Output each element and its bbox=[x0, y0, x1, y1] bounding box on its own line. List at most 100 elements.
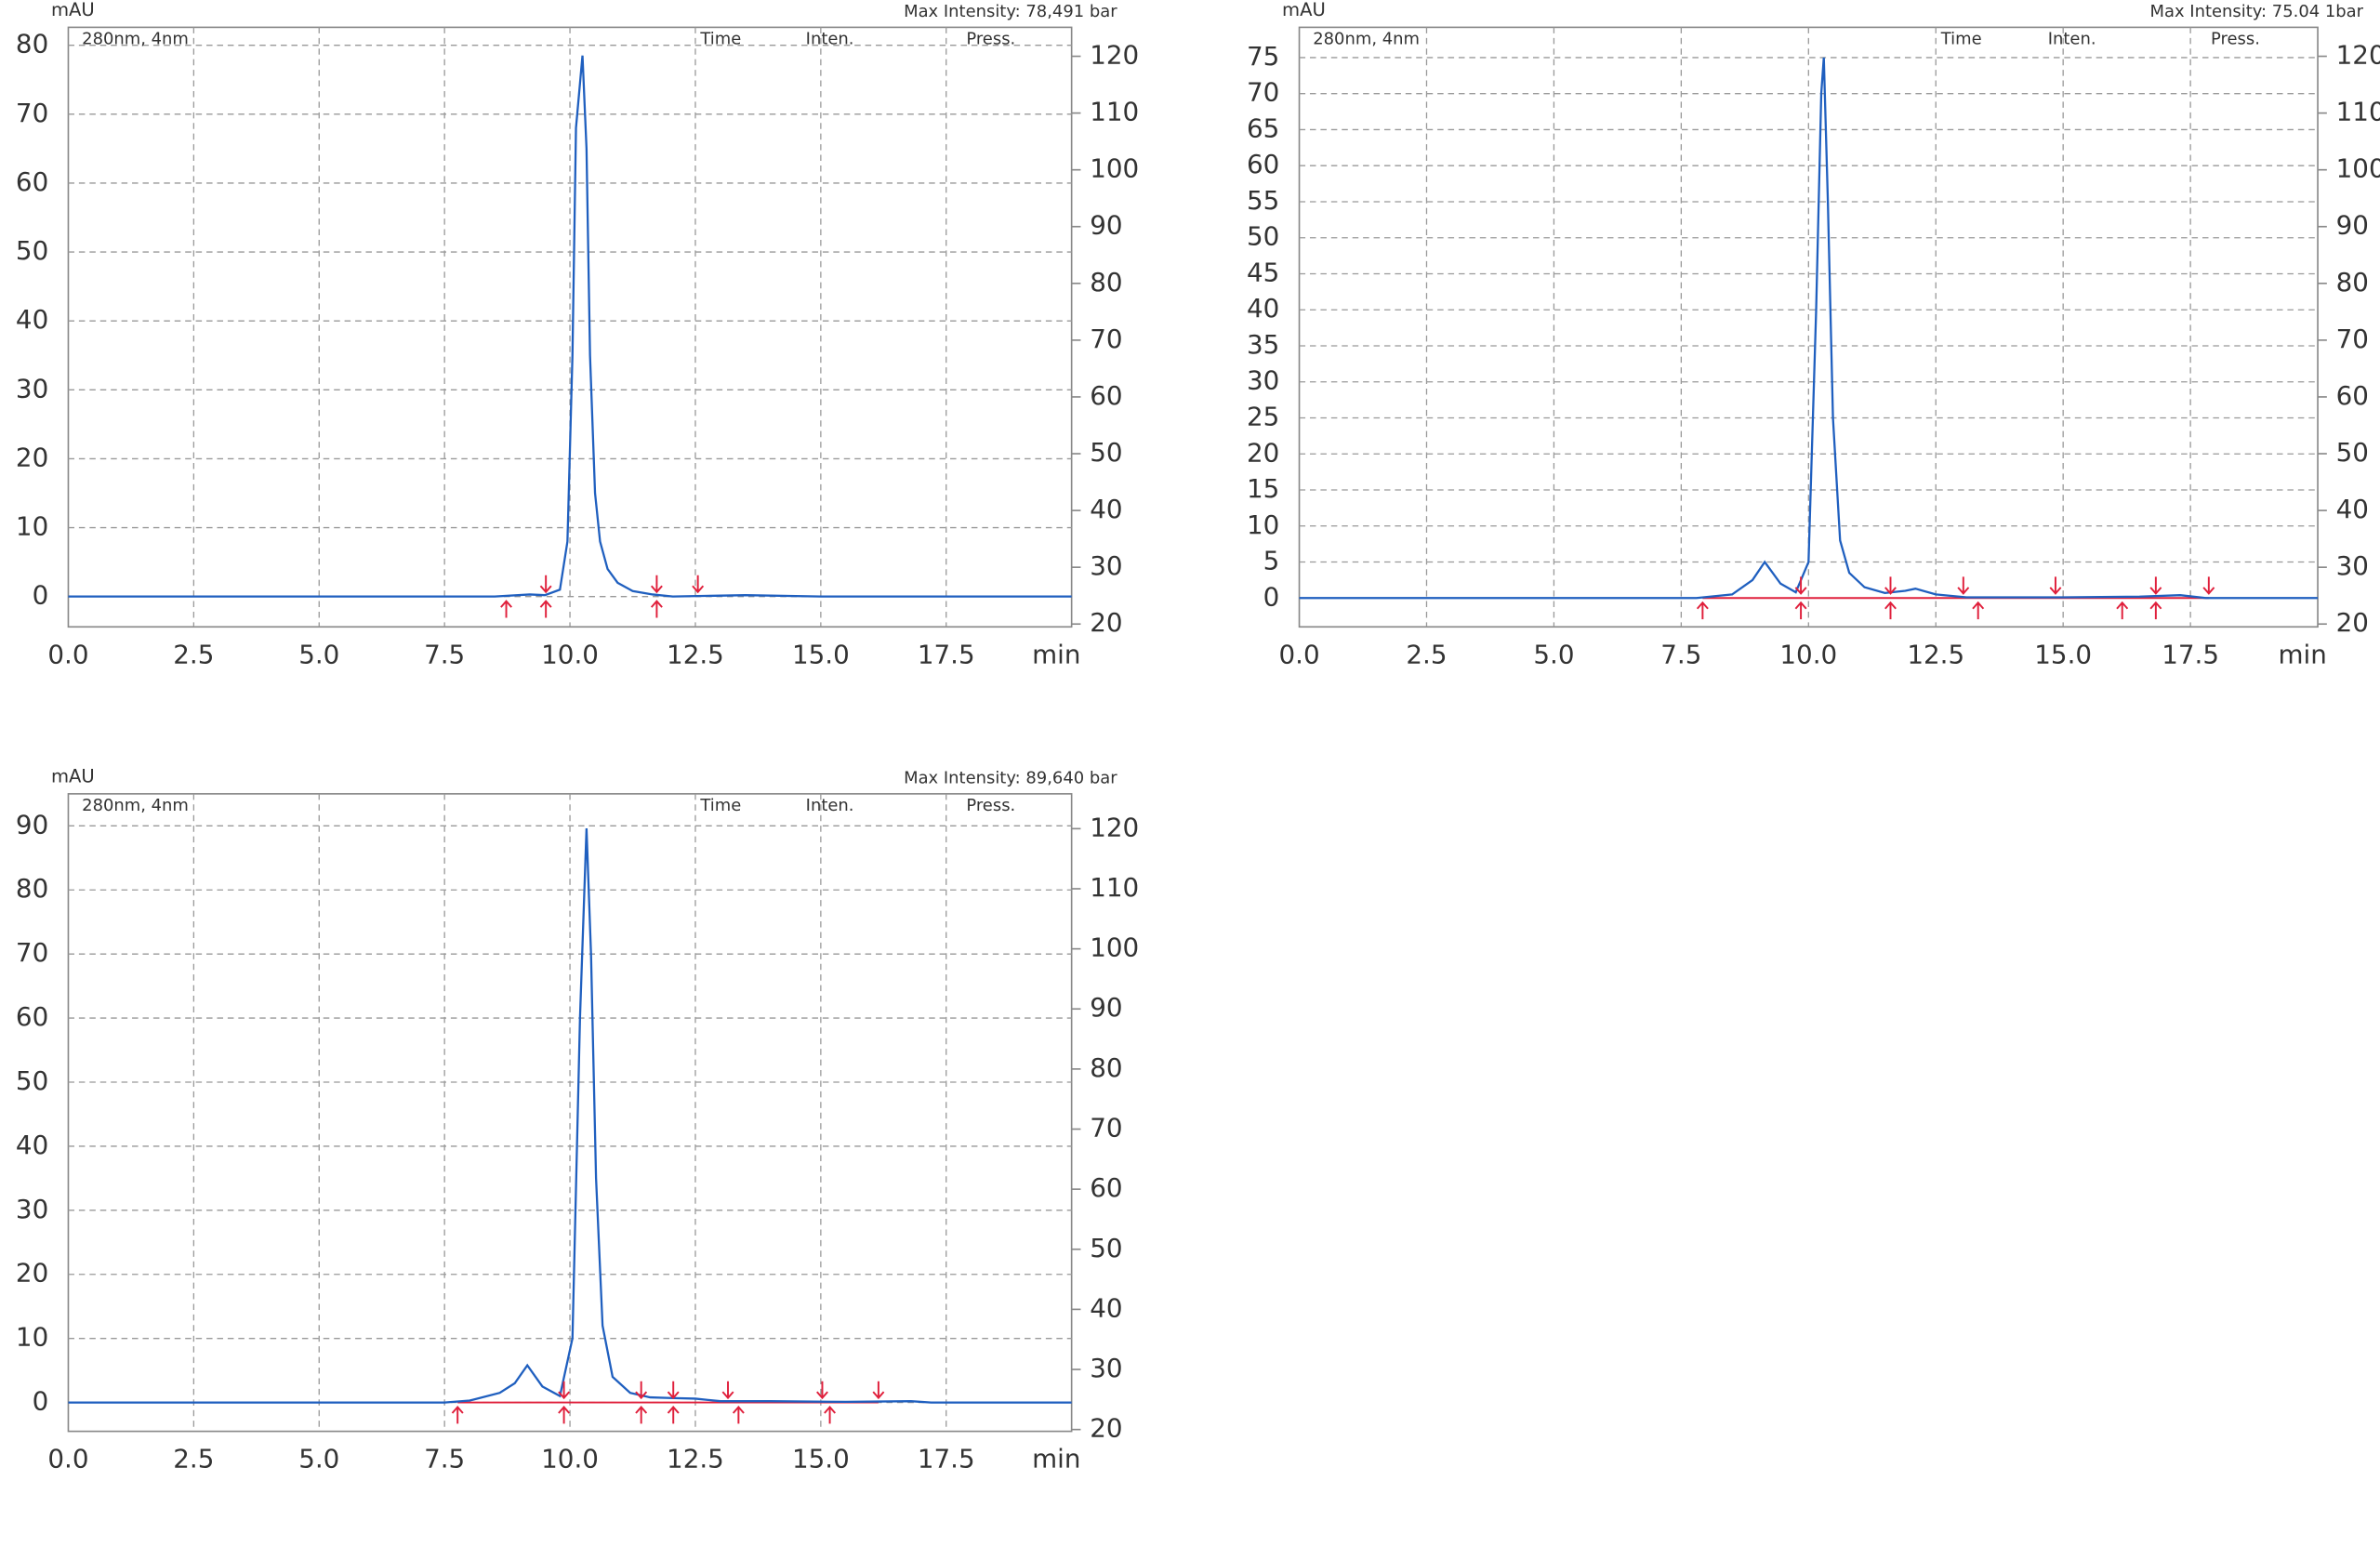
y-tick-label: 25 bbox=[1247, 402, 1279, 432]
y-tick-label: 70 bbox=[1247, 77, 1279, 108]
y-tick-label: 75 bbox=[1247, 41, 1279, 72]
column-label: Inten. bbox=[806, 29, 854, 48]
peak-end-marker bbox=[635, 1381, 648, 1400]
y2-tick-label: 60 bbox=[1090, 1172, 1122, 1203]
y-tick-label: 10 bbox=[16, 1322, 48, 1353]
y-tick-label: 70 bbox=[16, 98, 48, 128]
peak-start-marker bbox=[667, 1405, 680, 1424]
y-tick-label: 50 bbox=[1247, 221, 1279, 252]
peak-end-marker bbox=[1794, 576, 1807, 595]
y-tick-label: 20 bbox=[16, 1258, 48, 1289]
y-tick-label: 80 bbox=[16, 29, 48, 59]
y2-tick-label: 90 bbox=[1090, 210, 1122, 241]
peak-end-marker bbox=[816, 1381, 828, 1400]
y-tick-label: 0 bbox=[33, 1386, 49, 1417]
peak-end-marker bbox=[2149, 576, 2162, 595]
column-label: Press. bbox=[2211, 29, 2260, 48]
x-tick-label: 10.0 bbox=[541, 639, 599, 669]
x-tick-label: 17.5 bbox=[918, 639, 975, 669]
y2-tick-label: 80 bbox=[1090, 1052, 1122, 1083]
y2-tick-label: 50 bbox=[1090, 1233, 1122, 1263]
peak-start-marker bbox=[732, 1405, 745, 1424]
x-tick-label: 5.0 bbox=[1533, 639, 1574, 669]
peak-end-marker bbox=[650, 575, 663, 594]
peak-start-marker bbox=[500, 600, 512, 618]
y-tick-label: 35 bbox=[1247, 329, 1279, 360]
y2-tick-label: 120 bbox=[1090, 812, 1139, 842]
x-axis-label: min bbox=[1032, 1444, 1080, 1474]
y-tick-label: 10 bbox=[16, 511, 48, 542]
peak-start-marker bbox=[635, 1405, 648, 1424]
y2-tick-label: 120 bbox=[2336, 40, 2380, 71]
y-tick-label: 40 bbox=[16, 1130, 48, 1160]
peak-end-marker bbox=[667, 1381, 680, 1400]
peak-start-marker bbox=[539, 600, 552, 618]
y-tick-label: 55 bbox=[1247, 185, 1279, 216]
y-tick-label: 10 bbox=[1247, 509, 1279, 540]
x-tick-label: 2.5 bbox=[173, 639, 214, 669]
y2-tick-label: 30 bbox=[1090, 1353, 1122, 1383]
x-tick-label: 7.5 bbox=[424, 639, 465, 669]
x-tick-label: 0.0 bbox=[1278, 639, 1319, 669]
x-axis-label: min bbox=[1032, 639, 1080, 669]
peak-start-marker bbox=[1884, 601, 1897, 620]
y2-tick-label: 110 bbox=[1090, 872, 1139, 903]
column-label: Press. bbox=[966, 29, 1015, 48]
x-tick-label: 5.0 bbox=[298, 639, 339, 669]
max-intensity: Max Intensity: 89,640 bar bbox=[904, 769, 1117, 788]
y2-tick-label: 110 bbox=[2336, 97, 2380, 127]
column-label: Inten. bbox=[2048, 29, 2096, 48]
peak-end-marker bbox=[872, 1381, 885, 1400]
x-tick-label: 12.5 bbox=[667, 1444, 724, 1474]
y2-tick-label: 60 bbox=[1090, 380, 1122, 411]
y-axis-label: mAU bbox=[51, 0, 95, 20]
y-axis-label: mAU bbox=[51, 765, 95, 787]
peak-end-marker bbox=[721, 1381, 734, 1400]
y2-tick-label: 70 bbox=[1090, 324, 1122, 354]
peak-end-marker bbox=[2202, 576, 2215, 595]
y-tick-label: 80 bbox=[16, 873, 48, 904]
peak-end-marker bbox=[1957, 576, 1970, 595]
x-tick-label: 0.0 bbox=[47, 639, 88, 669]
x-axis-label: min bbox=[2279, 639, 2327, 669]
y-tick-label: 50 bbox=[16, 235, 48, 266]
y-tick-label: 60 bbox=[1247, 149, 1279, 179]
y2-tick-label: 100 bbox=[1090, 153, 1139, 184]
y2-tick-label: 40 bbox=[1090, 1292, 1122, 1323]
peak-end-marker bbox=[2049, 576, 2062, 595]
y2-tick-label: 100 bbox=[2336, 153, 2380, 184]
y-tick-label: 30 bbox=[16, 373, 48, 403]
peak-start-marker bbox=[1972, 601, 1985, 620]
max-intensity: Max Intensity: 75.04 1bar bbox=[2150, 2, 2364, 21]
max-intensity: Max Intensity: 78,491 bar bbox=[904, 2, 1117, 21]
peak-end-marker bbox=[539, 575, 552, 594]
y-tick-label: 5 bbox=[1263, 546, 1280, 576]
peak-start-marker bbox=[2116, 601, 2129, 620]
x-tick-label: 12.5 bbox=[667, 639, 724, 669]
y-tick-label: 30 bbox=[1247, 365, 1279, 396]
y-tick-label: 20 bbox=[1247, 437, 1279, 468]
y2-tick-label: 90 bbox=[1090, 992, 1122, 1023]
peak-start-marker bbox=[1794, 601, 1807, 620]
x-tick-label: 17.5 bbox=[2162, 639, 2219, 669]
peak-start-marker bbox=[650, 600, 663, 618]
x-tick-label: 17.5 bbox=[918, 1444, 975, 1474]
chart-group: 0 10 20 30 40 50 60 70 80 20 30 40 50 60 70 80 90 100 110 1… bbox=[16, 0, 2380, 1474]
y-tick-label: 65 bbox=[1247, 112, 1279, 143]
detector-label: 280nm, 4nm bbox=[82, 796, 189, 815]
column-label: Time bbox=[699, 796, 741, 815]
y-tick-label: 20 bbox=[16, 442, 48, 472]
y-tick-label: 90 bbox=[16, 809, 48, 839]
y2-tick-label: 70 bbox=[1090, 1113, 1122, 1144]
x-tick-label: 7.5 bbox=[424, 1444, 465, 1474]
peak-start-marker bbox=[2149, 601, 2162, 620]
x-tick-label: 12.5 bbox=[1907, 639, 1964, 669]
y-tick-label: 70 bbox=[16, 937, 48, 968]
column-label: Time bbox=[699, 29, 741, 48]
y-tick-label: 15 bbox=[1247, 473, 1279, 504]
x-tick-label: 10.0 bbox=[1779, 639, 1837, 669]
y-tick-label: 40 bbox=[16, 304, 48, 335]
peak-start-marker bbox=[558, 1405, 571, 1424]
chromatogram-line bbox=[1299, 57, 2319, 600]
